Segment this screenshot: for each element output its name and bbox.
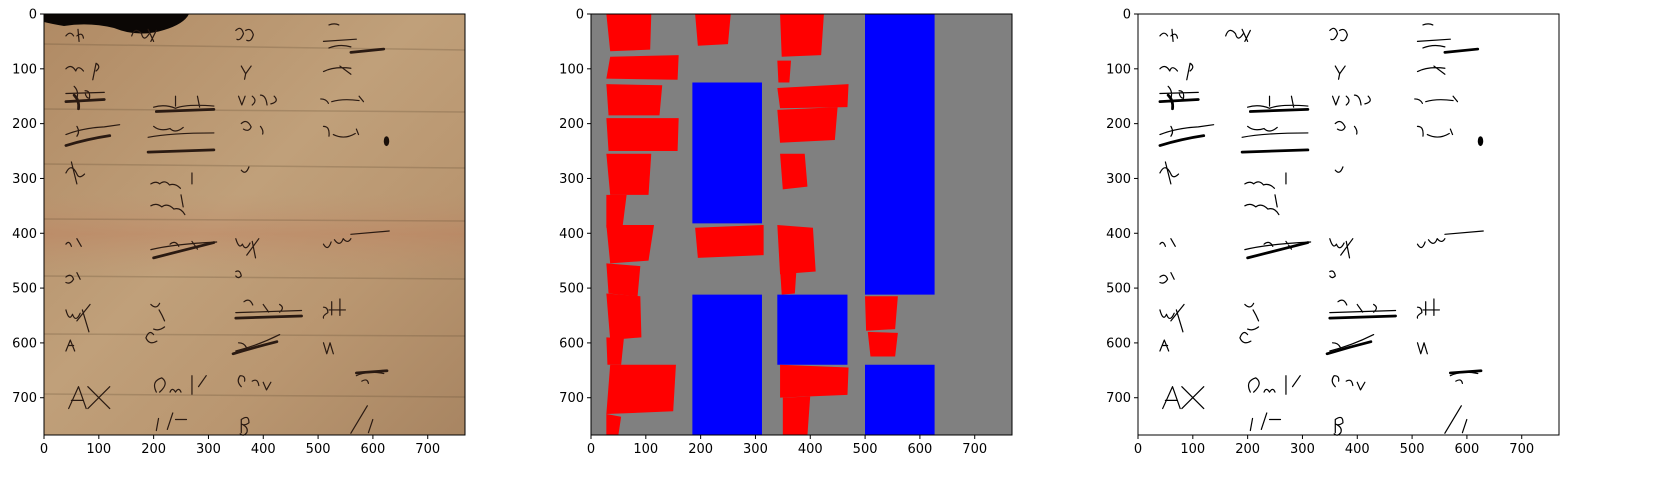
x-tick-label: 400 bbox=[251, 442, 276, 457]
mask-red-region bbox=[606, 153, 652, 195]
x-tick-label: 0 bbox=[40, 442, 48, 457]
y-tick-label: 400 bbox=[12, 227, 37, 242]
x-tick-label: 100 bbox=[1180, 442, 1205, 457]
x-tick-label: 600 bbox=[360, 442, 385, 457]
mask-red-region bbox=[606, 14, 652, 52]
y-tick-label: 500 bbox=[559, 282, 584, 297]
y-tick-label: 300 bbox=[559, 172, 584, 187]
x-tick-label: 200 bbox=[141, 442, 166, 457]
mask-red-region bbox=[780, 14, 824, 57]
y-tick-label: 600 bbox=[1106, 336, 1131, 351]
x-tick-label: 200 bbox=[688, 442, 713, 457]
x-tick-label: 600 bbox=[1454, 442, 1479, 457]
y-tick-label: 400 bbox=[559, 227, 584, 242]
mask-red-region bbox=[867, 331, 898, 357]
mask-red-region bbox=[780, 364, 849, 398]
mask-red-region bbox=[695, 14, 731, 46]
mask-red-region bbox=[782, 396, 811, 435]
y-tick-label: 600 bbox=[12, 336, 37, 351]
x-tick-label: 0 bbox=[1134, 442, 1142, 457]
x-tick-label: 500 bbox=[1400, 442, 1425, 457]
x-tick-label: 100 bbox=[86, 442, 111, 457]
mask-red-region bbox=[865, 296, 898, 331]
y-tick-label: 200 bbox=[1106, 117, 1131, 132]
x-tick-label: 400 bbox=[798, 442, 823, 457]
y-tick-label: 600 bbox=[559, 336, 584, 351]
mask-red-region bbox=[777, 60, 792, 83]
mask-red-region bbox=[606, 55, 679, 80]
mask-red-region bbox=[695, 224, 764, 258]
panel-original-manuscript: 0 100 200 300 400 500 600 700 0 100 200 300 400 500 6… bbox=[12, 8, 466, 457]
y-tick-label: 700 bbox=[1106, 391, 1131, 406]
x-tick-label: 100 bbox=[633, 442, 658, 457]
x-tick-label: 500 bbox=[853, 442, 878, 457]
x-tick-label: 300 bbox=[1290, 442, 1315, 457]
axes-frame bbox=[590, 13, 1013, 436]
x-tick-label: 300 bbox=[196, 442, 221, 457]
mask-blue-region bbox=[865, 364, 935, 435]
y-tick-label: 300 bbox=[12, 172, 37, 187]
mask-red-region bbox=[606, 84, 663, 116]
y-tick-label: 0 bbox=[1123, 8, 1131, 23]
mask-regions bbox=[606, 14, 935, 435]
x-tick-label: 600 bbox=[907, 442, 932, 457]
mask-red-region bbox=[606, 293, 642, 341]
mask-red-region bbox=[606, 194, 627, 228]
dark-damage-patch bbox=[44, 14, 189, 34]
y-tick-label: 200 bbox=[12, 117, 37, 132]
mask-red-region bbox=[780, 153, 808, 190]
y-tick-label: 0 bbox=[29, 8, 37, 23]
x-tick-label: 0 bbox=[587, 442, 595, 457]
y-tick-label: 700 bbox=[559, 391, 584, 406]
y-tick-label: 500 bbox=[12, 282, 37, 297]
mask-red-region bbox=[777, 84, 849, 109]
x-tick-label: 700 bbox=[962, 442, 987, 457]
y-tick-label: 500 bbox=[1106, 282, 1131, 297]
mask-red-region bbox=[606, 263, 641, 297]
y-tick-label: 0 bbox=[576, 8, 584, 23]
y-tick-label: 100 bbox=[12, 62, 37, 77]
y-tick-label: 200 bbox=[559, 117, 584, 132]
mask-blue-region bbox=[777, 294, 848, 365]
y-tick-label: 400 bbox=[1106, 227, 1131, 242]
mask-red-region bbox=[777, 107, 838, 143]
x-tick-label: 700 bbox=[415, 442, 440, 457]
x-tick-label: 700 bbox=[1509, 442, 1534, 457]
handwritten-text bbox=[64, 23, 390, 436]
mask-blue-region bbox=[692, 294, 762, 435]
x-tick-label: 200 bbox=[1235, 442, 1260, 457]
stain-band bbox=[44, 194, 465, 274]
mask-red-region bbox=[606, 364, 676, 415]
y-tick-label: 300 bbox=[1106, 172, 1131, 187]
panel-segmentation-mask: 0 100 200 300 400 500 600 700 0 100 200 300 400 500 6… bbox=[559, 8, 1013, 457]
binarized-handwriting bbox=[1158, 23, 1484, 436]
panel-binarized-text: 0 100 200 300 400 500 600 700 0 100 200 300 400 500 6… bbox=[1106, 8, 1560, 457]
mask-red-region bbox=[606, 224, 655, 264]
mask-red-region bbox=[606, 118, 679, 152]
y-tick-label: 100 bbox=[559, 62, 584, 77]
mask-red-region bbox=[777, 224, 816, 275]
axes-frame bbox=[1137, 13, 1560, 436]
faded-lines bbox=[43, 43, 466, 398]
x-tick-label: 500 bbox=[306, 442, 331, 457]
x-tick-label: 400 bbox=[1345, 442, 1370, 457]
y-tick-label: 700 bbox=[12, 391, 37, 406]
binary-background bbox=[1138, 14, 1559, 435]
mask-blue-region bbox=[865, 14, 935, 295]
x-tick-label: 300 bbox=[743, 442, 768, 457]
mask-red-region bbox=[780, 268, 797, 295]
y-tick-label: 100 bbox=[1106, 62, 1131, 77]
mask-blue-region bbox=[692, 82, 762, 224]
mask-red-region bbox=[606, 337, 624, 365]
axes-frame bbox=[43, 13, 466, 436]
mask-red-region bbox=[606, 414, 622, 435]
